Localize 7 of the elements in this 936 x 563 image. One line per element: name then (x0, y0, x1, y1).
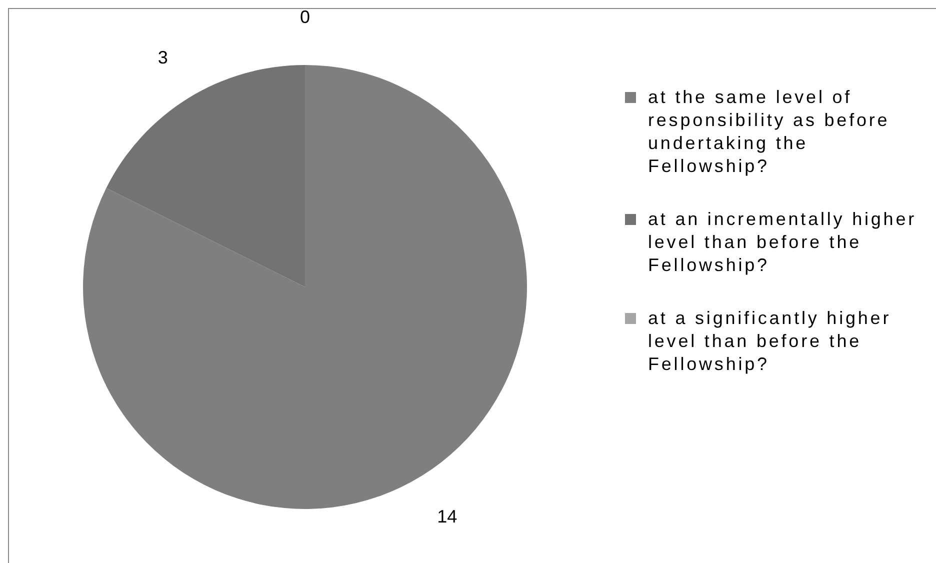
pie-slice (83, 65, 527, 509)
legend-label: at an incrementally higher level than before the Fellowship? (648, 208, 918, 277)
text: 0 (300, 7, 310, 27)
data-label: 14 (437, 506, 458, 527)
data-label: 3 (158, 47, 168, 68)
legend-label: at the same level of responsibility as before undertaking the Fellowship? (648, 86, 891, 178)
legend-label: at a significantly higher level than before the Fellowship? (648, 307, 892, 376)
